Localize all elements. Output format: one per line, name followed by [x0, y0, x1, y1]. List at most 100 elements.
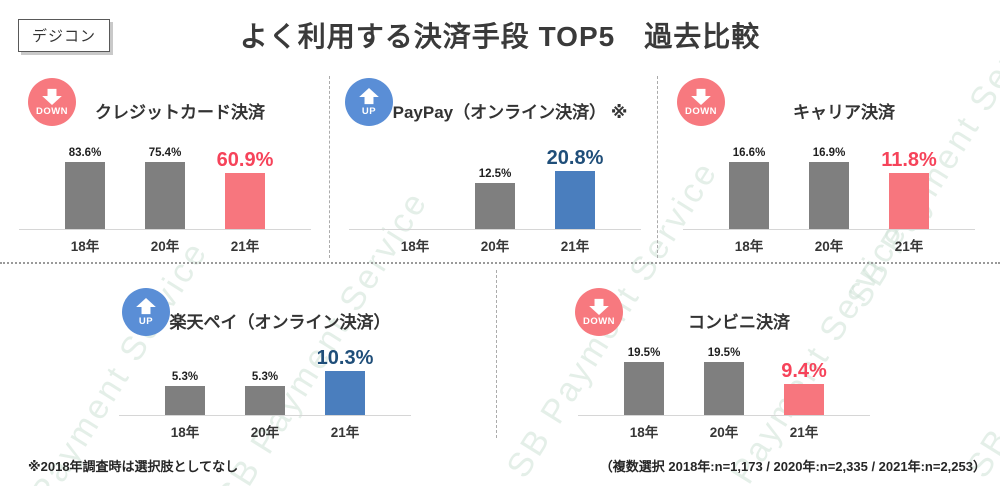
- divider-horizontal: [0, 262, 1000, 264]
- bar-slot: 19.5%: [604, 347, 684, 415]
- bar: [889, 173, 929, 229]
- bar-slot: 16.6%: [709, 147, 789, 229]
- trend-label: DOWN: [35, 105, 69, 117]
- bar: [729, 162, 769, 229]
- category-row: 18年 20年 21年: [0, 235, 330, 255]
- chart-header: UP PayPay（オンライン決済） ※: [330, 70, 660, 147]
- up-arrow-icon: [359, 87, 379, 104]
- bar: [325, 371, 365, 415]
- down-trend-badge: DOWN: [677, 78, 725, 126]
- chart-header: UP 楽天ペイ（オンライン決済）: [100, 272, 430, 347]
- category-label: 20年: [250, 425, 280, 440]
- plot-area: 12.5% 20.8%: [330, 147, 660, 229]
- category-label: 20年: [709, 425, 739, 440]
- plot-area: 5.3% 5.3% 10.3%: [100, 347, 430, 415]
- trend-label: DOWN: [684, 105, 718, 117]
- value-label: 5.3%: [171, 370, 199, 383]
- plot-area: 16.6% 16.9% 11.8%: [664, 147, 994, 229]
- divider-vertical-2: [657, 76, 658, 258]
- value-label: 5.3%: [251, 370, 279, 383]
- category-label: 21年: [560, 239, 590, 254]
- bar: [245, 385, 285, 415]
- category-row: 18年 20年 21年: [664, 235, 994, 255]
- divider-vertical-3: [496, 270, 497, 438]
- chart: DOWN クレジットカード決済 83.6% 75.4% 60.9% 18年 20年 21年: [0, 70, 330, 255]
- bar-slot: 16.9%: [789, 147, 869, 229]
- corner-badge: デジコン: [18, 19, 111, 52]
- down-trend-badge: DOWN: [575, 288, 623, 336]
- value-label: 10.3%: [316, 347, 374, 369]
- category-label: 18年: [70, 239, 100, 254]
- bar: [145, 162, 185, 229]
- bar-slot: 60.9%: [205, 147, 285, 229]
- chart: UP PayPay（オンライン決済） ※ 12.5% 20.8% 18年 20年 21年: [330, 70, 660, 255]
- category-label: 21年: [894, 239, 924, 254]
- bar-slot: 10.3%: [305, 347, 385, 415]
- value-label: 20.8%: [546, 147, 604, 169]
- down-arrow-icon: [691, 88, 711, 105]
- chart-header: DOWN キャリア決済: [664, 70, 994, 147]
- chart-cell-convenience-store: DOWN コンビニ決済 19.5% 19.5% 9.4% 18年 20年 21年: [497, 272, 1000, 444]
- category-label: 18年: [734, 239, 764, 254]
- value-label: 60.9%: [216, 148, 274, 171]
- bar: [65, 162, 105, 229]
- up-trend-badge: UP: [122, 288, 170, 336]
- axis-line: [578, 415, 870, 416]
- chart: UP 楽天ペイ（オンライン決済） 5.3% 5.3% 10.3% 18年 20年 21年: [100, 272, 430, 441]
- axis-line: [19, 229, 311, 230]
- down-trend-badge: DOWN: [28, 78, 76, 126]
- bar-slot: 11.8%: [869, 147, 949, 229]
- chart-cell-credit-card: DOWN クレジットカード決済 83.6% 75.4% 60.9% 18年 20年 21年: [0, 70, 330, 265]
- bar-slot: 12.5%: [455, 147, 535, 229]
- value-label: 9.4%: [781, 359, 827, 382]
- bar: [165, 385, 205, 415]
- trend-label: UP: [361, 105, 377, 117]
- bar-slot: [375, 147, 455, 229]
- category-label: 21年: [330, 425, 360, 440]
- bar: [704, 362, 744, 415]
- category-label: 18年: [629, 425, 659, 440]
- bar-slot: 20.8%: [535, 147, 615, 229]
- category-label: 18年: [170, 425, 200, 440]
- category-label: 21年: [789, 425, 819, 440]
- value-label: 12.5%: [478, 167, 512, 180]
- chart-header: DOWN コンビニ決済: [559, 272, 889, 347]
- down-arrow-icon: [42, 88, 62, 105]
- bar-slot: 83.6%: [45, 147, 125, 229]
- bar-slot: 9.4%: [764, 347, 844, 415]
- bar-slot: 5.3%: [145, 347, 225, 415]
- chart-title: クレジットカード決済: [95, 103, 265, 122]
- bar: [809, 162, 849, 229]
- chart-title: 楽天ペイ（オンライン決済）: [169, 313, 391, 332]
- chart-title: コンビニ決済: [688, 313, 790, 332]
- bar: [624, 362, 664, 415]
- category-label: 21年: [230, 239, 260, 254]
- bar: [555, 171, 595, 229]
- plot-area: 83.6% 75.4% 60.9%: [0, 147, 330, 229]
- up-arrow-icon: [136, 297, 156, 314]
- value-label: 16.9%: [812, 147, 846, 159]
- category-row: 18年 20年 21年: [559, 421, 889, 441]
- category-row: 18年 20年 21年: [330, 235, 660, 255]
- value-label: 11.8%: [881, 149, 937, 172]
- chart: DOWN キャリア決済 16.6% 16.9% 11.8% 18年 20年 21年: [664, 70, 994, 255]
- bar-slot: 75.4%: [125, 147, 205, 229]
- bar: [475, 182, 515, 229]
- category-label: 18年: [400, 239, 430, 254]
- chart-title: キャリア決済: [793, 103, 895, 122]
- plot-area: 19.5% 19.5% 9.4%: [559, 347, 889, 415]
- value-label: 19.5%: [707, 347, 741, 359]
- trend-label: DOWN: [582, 315, 616, 327]
- chart-cell-rakuten-pay: UP 楽天ペイ（オンライン決済） 5.3% 5.3% 10.3% 18年 20年 21年: [0, 272, 497, 444]
- category-label: 20年: [814, 239, 844, 254]
- bar: [225, 172, 265, 229]
- chart-cell-paypay: UP PayPay（オンライン決済） ※ 12.5% 20.8% 18年 20年 21年: [330, 70, 658, 265]
- axis-line: [349, 229, 641, 230]
- value-label: 83.6%: [68, 147, 102, 159]
- category-label: 20年: [480, 239, 510, 254]
- category-label: 20年: [150, 239, 180, 254]
- value-label: 16.6%: [732, 147, 766, 159]
- divider-vertical-1: [329, 76, 330, 258]
- category-row: 18年 20年 21年: [100, 421, 430, 441]
